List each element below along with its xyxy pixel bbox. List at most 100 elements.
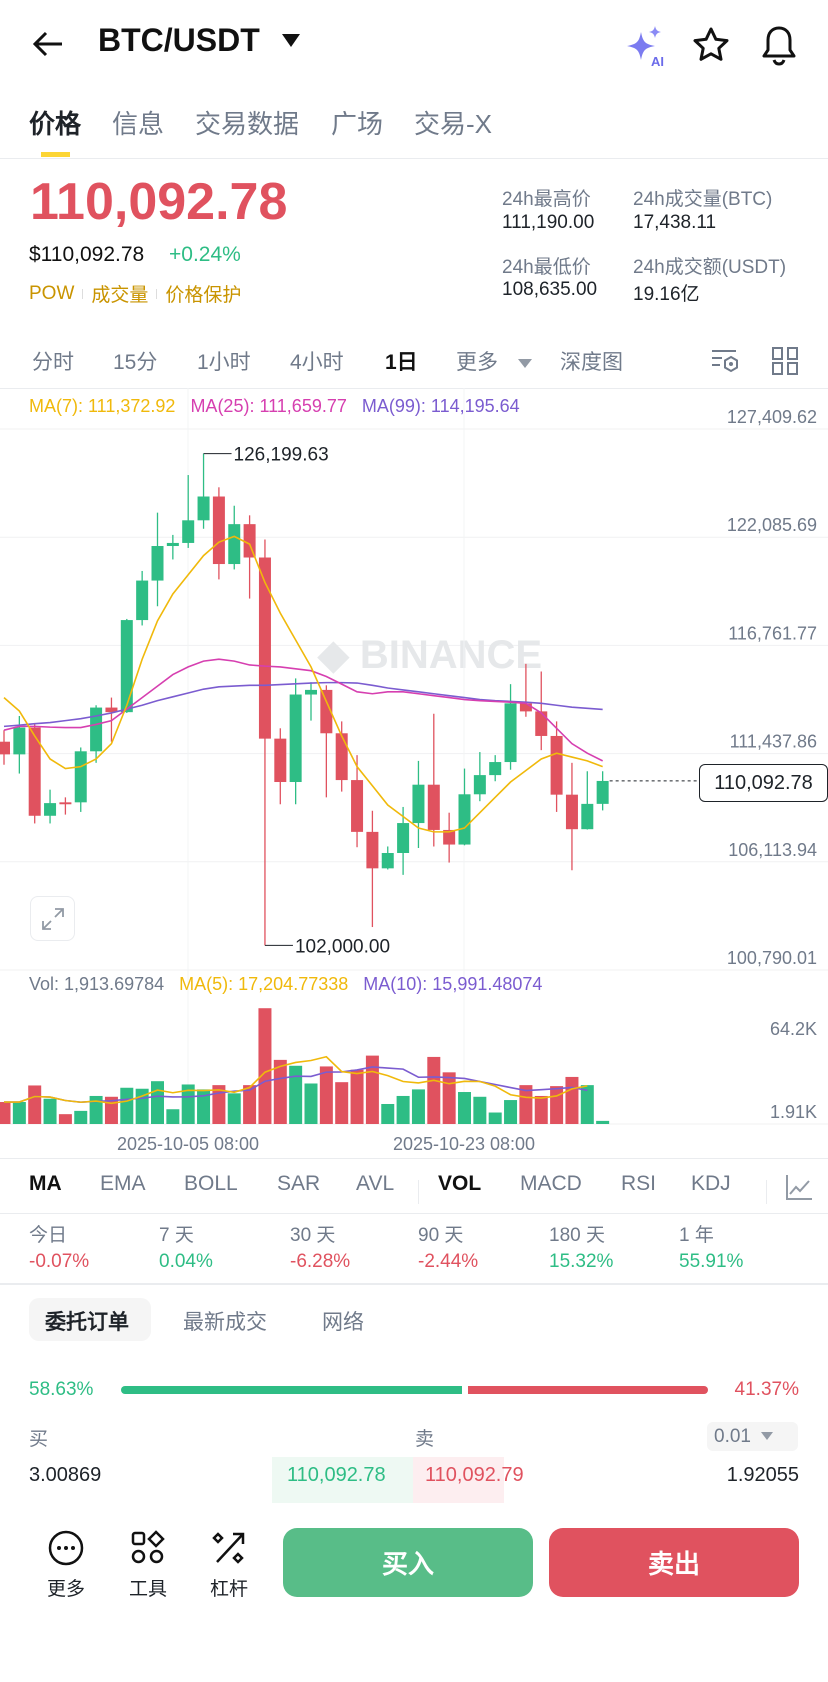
current-price-label: 110,092.78 bbox=[699, 764, 828, 802]
interval-line[interactable]: 分时 bbox=[32, 351, 74, 374]
indicator-settings-icon[interactable] bbox=[784, 1172, 814, 1207]
candle-body bbox=[13, 727, 26, 755]
candle-body bbox=[535, 711, 548, 736]
tag-volume[interactable]: 成交量 bbox=[91, 285, 149, 306]
tag-pow[interactable]: POW bbox=[29, 282, 75, 304]
divider bbox=[0, 1213, 828, 1214]
ma7-label: MA(7): 111,372.92 bbox=[29, 396, 176, 416]
interval-depth[interactable]: 深度图 bbox=[560, 351, 623, 374]
indicator-kdj[interactable]: KDJ bbox=[691, 1172, 731, 1195]
pair-title[interactable]: BTC/USDT bbox=[98, 22, 260, 58]
leverage-label: 杠杆 bbox=[209, 1579, 248, 1600]
ma25-label: MA(25): 111,659.77 bbox=[190, 396, 347, 416]
tag-price-protection[interactable]: 价格保护 bbox=[165, 285, 242, 306]
grid-layout-icon[interactable] bbox=[771, 346, 799, 381]
volume-bar bbox=[43, 1098, 57, 1124]
indicator-vol[interactable]: VOL bbox=[438, 1172, 482, 1195]
volume-bar bbox=[504, 1100, 518, 1124]
volume-bar bbox=[304, 1083, 318, 1124]
ask-quantity[interactable]: 1.92055 bbox=[726, 1464, 799, 1486]
perf-period-value: 15.32% bbox=[549, 1251, 614, 1272]
volume-bar bbox=[488, 1112, 502, 1124]
ma25-line bbox=[3, 658, 604, 762]
interval-1h[interactable]: 1小时 bbox=[197, 351, 251, 374]
candle-body bbox=[136, 580, 149, 621]
tab-latest-trades[interactable]: 最新成交 bbox=[183, 1311, 267, 1334]
volume-legend: Vol: 1,913.69784 MA(5): 17,204.77338 MA(… bbox=[29, 974, 542, 995]
indicator-sar[interactable]: SAR bbox=[277, 1172, 321, 1195]
sell-column-header: 卖 bbox=[415, 1429, 435, 1450]
indicator-ema[interactable]: EMA bbox=[100, 1172, 146, 1195]
candle-body bbox=[351, 780, 364, 832]
volume-bar bbox=[243, 1085, 257, 1124]
tools-button[interactable]: 工具 bbox=[108, 1528, 188, 1601]
stat-vol-btc-value: 17,438.11 bbox=[633, 212, 717, 233]
candle-body bbox=[550, 735, 563, 795]
interval-more[interactable]: 更多 bbox=[456, 351, 498, 374]
candle-body bbox=[443, 829, 456, 845]
volume-bar bbox=[227, 1093, 241, 1124]
volume-bar bbox=[411, 1089, 425, 1124]
tab-network[interactable]: 网络 bbox=[322, 1311, 364, 1334]
candle-body bbox=[74, 751, 87, 803]
buy-column-header: 买 bbox=[29, 1429, 49, 1450]
volume-bar bbox=[28, 1085, 42, 1124]
candle-body bbox=[381, 852, 394, 869]
ask-price[interactable]: 110,092.79 bbox=[425, 1464, 524, 1486]
interval-4h[interactable]: 4小时 bbox=[290, 351, 344, 374]
indicator-macd[interactable]: MACD bbox=[520, 1172, 582, 1195]
vol-label: Vol: 1,913.69784 bbox=[29, 974, 165, 994]
bell-icon[interactable] bbox=[760, 24, 798, 71]
sell-ratio-label: 41.37% bbox=[734, 1379, 799, 1400]
perf-period-label: 90 天 bbox=[418, 1225, 464, 1246]
chart-settings-icon[interactable] bbox=[710, 346, 740, 381]
tab-order-book[interactable]: 委托订单 bbox=[45, 1311, 129, 1334]
pair-dropdown-icon[interactable] bbox=[282, 34, 300, 53]
tab-square[interactable]: 广场 bbox=[331, 109, 384, 139]
interval-15m[interactable]: 15分 bbox=[113, 351, 158, 374]
precision-select[interactable]: 0.01 bbox=[707, 1422, 798, 1451]
candle-body bbox=[504, 703, 517, 763]
volume-bar bbox=[89, 1095, 103, 1124]
price-change: +0.24% bbox=[169, 243, 241, 266]
price-axis-label: 127,409.62 bbox=[727, 407, 817, 427]
bid-quantity[interactable]: 3.00869 bbox=[29, 1464, 102, 1486]
tab-price[interactable]: 价格 bbox=[29, 109, 82, 139]
volume-bar bbox=[458, 1092, 471, 1124]
indicator-ma[interactable]: MA bbox=[29, 1172, 62, 1195]
candle-body bbox=[366, 831, 379, 869]
volume-bar bbox=[473, 1096, 487, 1124]
ask-depth-bg bbox=[413, 1457, 504, 1503]
indicator-avl[interactable]: AVL bbox=[356, 1172, 395, 1195]
more-button[interactable]: 更多 bbox=[26, 1528, 106, 1601]
max-price-label: 126,199.63 bbox=[234, 445, 329, 466]
usd-price: $110,092.78 bbox=[29, 243, 145, 266]
bid-price[interactable]: 110,092.78 bbox=[287, 1464, 386, 1486]
svg-text:AI: AI bbox=[651, 54, 664, 68]
leverage-button[interactable]: 杠杆 bbox=[189, 1528, 269, 1601]
expand-icon bbox=[41, 907, 64, 930]
volume-bar bbox=[120, 1087, 134, 1124]
stat-low-label: 24h最低价 bbox=[502, 257, 591, 278]
star-icon[interactable] bbox=[692, 26, 730, 69]
volume-bar bbox=[335, 1082, 349, 1124]
ma99-label: MA(99): 114,195.64 bbox=[361, 396, 520, 416]
volume-bar bbox=[580, 1085, 594, 1124]
candlestick-chart[interactable]: 127,409.62 122,085.69 116,761.77 111,437.86… bbox=[0, 388, 828, 1158]
tab-trade-x[interactable]: 交易-X bbox=[414, 109, 493, 139]
back-arrow-icon[interactable] bbox=[30, 26, 66, 62]
perf-period-label: 7 天 bbox=[159, 1225, 194, 1246]
sell-button[interactable]: 卖出 bbox=[549, 1528, 799, 1597]
volume-bar bbox=[442, 1072, 456, 1124]
tab-info[interactable]: 信息 bbox=[112, 109, 165, 139]
indicator-boll[interactable]: BOLL bbox=[184, 1172, 238, 1195]
candle-body bbox=[565, 794, 578, 830]
ai-sparkle-icon[interactable]: AI bbox=[625, 24, 669, 73]
candle-body bbox=[120, 620, 133, 713]
indicator-rsi[interactable]: RSI bbox=[621, 1172, 657, 1195]
buy-button[interactable]: 买入 bbox=[283, 1528, 533, 1597]
volume-bar bbox=[197, 1089, 211, 1124]
interval-1d[interactable]: 1日 bbox=[385, 351, 418, 374]
tab-trading-data[interactable]: 交易数据 bbox=[195, 109, 300, 139]
expand-chart-button[interactable] bbox=[30, 896, 75, 941]
